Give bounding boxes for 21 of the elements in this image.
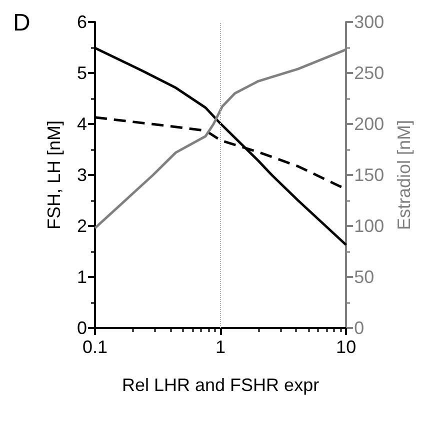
y2-tick-label: 100 <box>354 216 384 236</box>
y-axis-title: FSH, LH [nM] <box>44 120 64 230</box>
y-tick-label: 2 <box>76 216 87 236</box>
chart-title: D <box>13 10 30 36</box>
y2-tick-label: 300 <box>354 12 384 32</box>
y2-tick-label: 150 <box>354 165 384 185</box>
y-tick-label: 6 <box>76 12 87 32</box>
y-tick-label: 1 <box>76 267 87 287</box>
y2-tick-label: 0 <box>354 318 364 338</box>
y-tick-label: 3 <box>76 165 87 185</box>
y2-tick-label: 250 <box>354 63 384 83</box>
y2-tick-label: 200 <box>354 114 384 134</box>
y-tick-label: 5 <box>76 63 87 83</box>
x-tick-label: 0.1 <box>82 337 108 357</box>
y-tick-label: 0 <box>76 318 87 338</box>
y2-axis-title: Estradiol [nM] <box>394 120 414 230</box>
x-axis-title: Rel LHR and FSHR expr <box>122 375 320 395</box>
y2-tick-label: 50 <box>354 267 374 287</box>
x-tick-label: 10 <box>336 337 356 357</box>
x-tick-label: 1 <box>216 337 226 357</box>
y-tick-label: 4 <box>76 114 87 134</box>
